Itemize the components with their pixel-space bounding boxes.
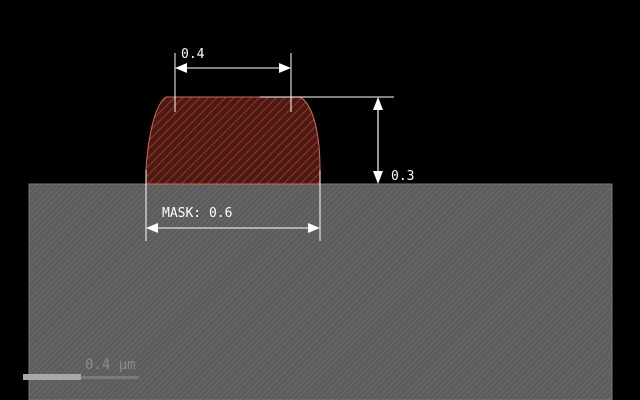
top-width-dimension (174, 53, 292, 112)
feature-profile (145, 96, 321, 185)
scale-bar: 0.4 µm (23, 357, 139, 380)
height-label: 0.3 (391, 169, 414, 184)
scale-bar-label: 0.4 µm (85, 357, 136, 373)
scale-bar-fill (23, 374, 81, 380)
top-width-label: 0.4 (181, 47, 205, 62)
mask-dimension (145, 170, 321, 241)
height-dimension (260, 96, 394, 184)
scale-bar-track (81, 376, 139, 379)
mask-label: MASK: 0.6 (162, 206, 232, 221)
